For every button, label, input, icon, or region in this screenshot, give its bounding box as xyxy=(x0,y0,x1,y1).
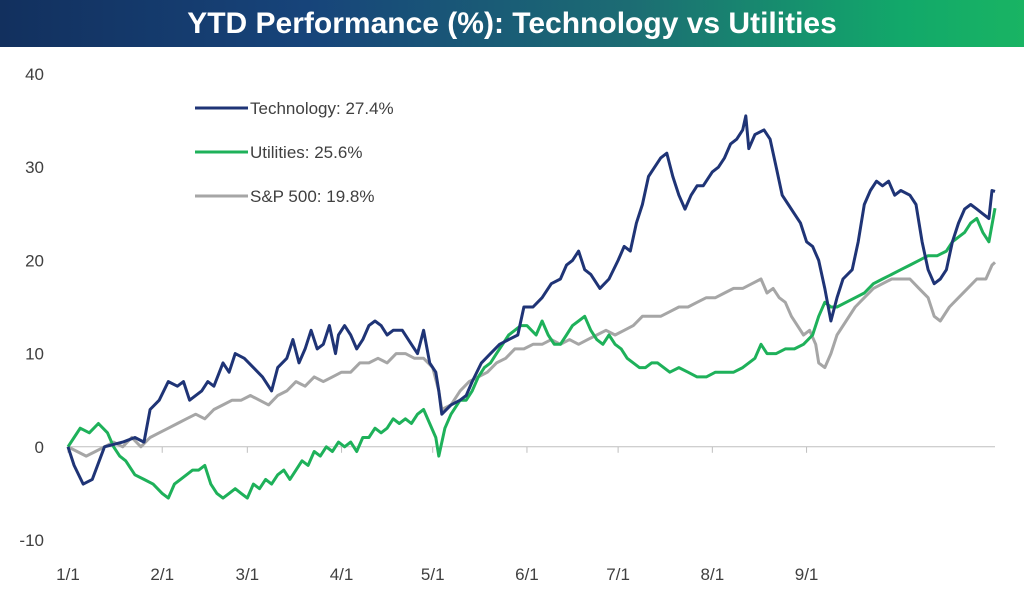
legend-label: Utilities: 25.6% xyxy=(250,143,362,162)
x-tick-label: 7/1 xyxy=(606,565,630,584)
y-tick-label: 40 xyxy=(25,65,44,84)
x-tick-label: 2/1 xyxy=(150,565,174,584)
y-tick-labels: -10 0 10 20 30 40 xyxy=(19,65,44,550)
y-tick-label: 0 xyxy=(35,438,44,457)
series-line-s-p-500 xyxy=(67,261,997,458)
x-tick-label: 3/1 xyxy=(236,565,260,584)
x-tick-labels: 1/1 2/1 3/1 4/1 5/1 6/1 7/1 8/1 9/1 xyxy=(56,565,818,584)
y-tick-label: 30 xyxy=(25,158,44,177)
series-line-technology xyxy=(66,114,996,486)
x-tick-label: 1/1 xyxy=(56,565,80,584)
y-tick-label: 20 xyxy=(25,251,44,270)
x-tick-label: 5/1 xyxy=(421,565,445,584)
y-tick-label: 10 xyxy=(25,345,44,364)
legend: Technology: 27.4% Utilities: 25.6% S&P 500… xyxy=(195,99,394,206)
x-tick-label: 8/1 xyxy=(701,565,725,584)
y-tick-label: -10 xyxy=(19,531,44,550)
x-tick-label: 6/1 xyxy=(515,565,539,584)
chart-title: YTD Performance (%): Technology vs Utili… xyxy=(0,0,1024,47)
x-tick-label: 4/1 xyxy=(330,565,354,584)
legend-label: S&P 500: 19.8% xyxy=(250,187,374,206)
line-chart: -10 0 10 20 30 40 1/1 2/1 3/1 4/1 5/1 6/1 7/1 8/1 9/1… xyxy=(19,65,997,584)
x-tick-label: 9/1 xyxy=(795,565,819,584)
legend-label: Technology: 27.4% xyxy=(250,99,394,118)
series-lines xyxy=(66,114,997,500)
